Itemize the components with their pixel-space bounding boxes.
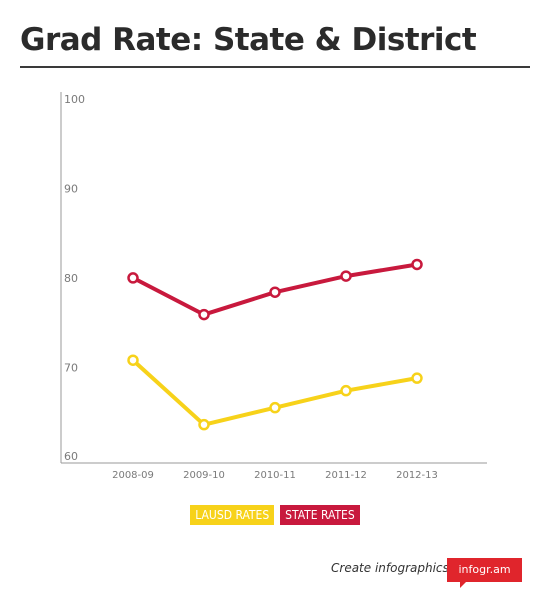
legend-item-lausd[interactable]: LAUSD RATES bbox=[190, 505, 275, 525]
legend: LAUSD RATES STATE RATES bbox=[0, 505, 550, 525]
badge-tail bbox=[460, 580, 468, 588]
data-point-state-rates bbox=[198, 308, 210, 321]
x-tick-label: 2009-10 bbox=[183, 470, 225, 481]
infogram-badge[interactable]: infogr.am bbox=[447, 558, 522, 582]
data-point-state-rates bbox=[340, 270, 352, 282]
chart-title: Grad Rate: State & District bbox=[20, 22, 477, 58]
data-point-state-rates bbox=[269, 286, 281, 298]
data-point-lausd-rates bbox=[340, 384, 352, 397]
line-chart: 60 70 80 90 100 2008-09 2009-10 2010-11 2011-12 2… bbox=[60, 92, 487, 481]
data-point-lausd-rates bbox=[198, 418, 210, 431]
y-tick-label: 100 bbox=[64, 93, 85, 106]
data-point-state-rates bbox=[127, 272, 139, 284]
data-point-state-rates bbox=[411, 258, 423, 271]
x-tick-label: 2012-13 bbox=[396, 470, 438, 481]
y-tick-label: 60 bbox=[64, 450, 78, 463]
x-tick-label: 2011-12 bbox=[325, 470, 367, 481]
y-tick-label: 80 bbox=[64, 272, 78, 285]
x-tick-label: 2008-09 bbox=[112, 470, 154, 481]
data-point-lausd-rates bbox=[269, 401, 281, 414]
legend-item-state[interactable]: STATE RATES bbox=[280, 505, 360, 525]
series-line-lausd-rates bbox=[131, 358, 418, 427]
x-tick-label: 2010-11 bbox=[254, 470, 296, 481]
y-tick-label: 90 bbox=[64, 183, 78, 196]
create-infographics-text[interactable]: Create infographics bbox=[331, 561, 449, 575]
data-point-lausd-rates bbox=[411, 372, 423, 384]
y-tick-label: 70 bbox=[64, 362, 78, 375]
data-point-lausd-rates bbox=[127, 354, 139, 366]
title-divider bbox=[20, 66, 530, 68]
